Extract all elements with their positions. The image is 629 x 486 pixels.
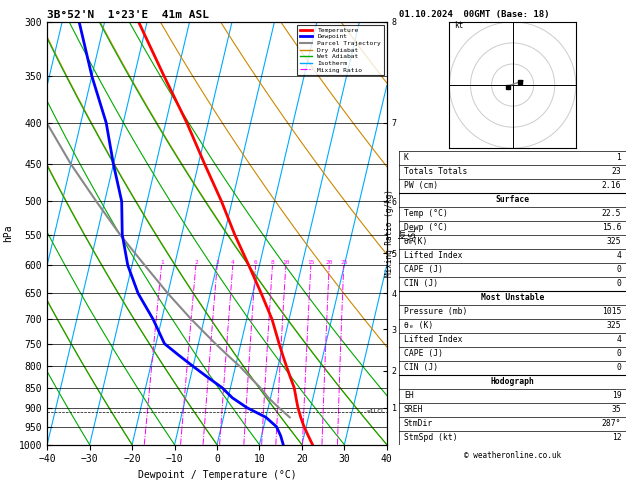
Text: K: K [404, 153, 409, 162]
Text: 2: 2 [194, 260, 198, 265]
Text: 325: 325 [607, 321, 621, 330]
Text: 3: 3 [216, 260, 220, 265]
Text: Hodograph: Hodograph [491, 377, 535, 386]
Text: 4: 4 [231, 260, 235, 265]
Text: Most Unstable: Most Unstable [481, 293, 544, 302]
Text: 35: 35 [611, 405, 621, 414]
Text: PW (cm): PW (cm) [404, 181, 438, 190]
Text: CAPE (J): CAPE (J) [404, 349, 443, 358]
Y-axis label: hPa: hPa [3, 225, 13, 242]
Text: 8: 8 [270, 260, 274, 265]
Text: Totals Totals: Totals Totals [404, 167, 467, 176]
Y-axis label: km
ASL: km ASL [398, 226, 418, 241]
Text: Lifted Index: Lifted Index [404, 251, 462, 260]
Text: Dewp (°C): Dewp (°C) [404, 223, 448, 232]
Text: θₑ (K): θₑ (K) [404, 321, 433, 330]
Text: CAPE (J): CAPE (J) [404, 265, 443, 274]
Text: 6: 6 [254, 260, 258, 265]
Text: 20: 20 [326, 260, 333, 265]
Text: 3B°52'N  1°23'E  41m ASL: 3B°52'N 1°23'E 41m ASL [47, 10, 209, 20]
Text: EH: EH [404, 391, 414, 400]
Text: 0: 0 [616, 265, 621, 274]
Text: 12: 12 [611, 433, 621, 442]
Text: 1015: 1015 [602, 307, 621, 316]
Text: Lifted Index: Lifted Index [404, 335, 462, 344]
Text: 1: 1 [160, 260, 164, 265]
Legend: Temperature, Dewpoint, Parcel Trajectory, Dry Adiabat, Wet Adiabat, Isotherm, Mi: Temperature, Dewpoint, Parcel Trajectory… [298, 25, 384, 75]
Text: 25: 25 [340, 260, 348, 265]
Text: Mixing Ratio (g/kg): Mixing Ratio (g/kg) [386, 190, 394, 277]
X-axis label: Dewpoint / Temperature (°C): Dewpoint / Temperature (°C) [138, 470, 296, 480]
Text: 0: 0 [616, 349, 621, 358]
Text: StmDir: StmDir [404, 419, 433, 428]
Text: 15: 15 [307, 260, 314, 265]
Text: 22.5: 22.5 [602, 209, 621, 218]
Text: =1LCL: =1LCL [367, 409, 386, 414]
Text: 1: 1 [616, 153, 621, 162]
Text: StmSpd (kt): StmSpd (kt) [404, 433, 457, 442]
Text: 0: 0 [616, 363, 621, 372]
Text: 4: 4 [616, 335, 621, 344]
Text: Surface: Surface [496, 195, 530, 204]
Text: CIN (J): CIN (J) [404, 363, 438, 372]
Text: kt: kt [454, 21, 463, 30]
Text: 10: 10 [282, 260, 290, 265]
Text: 0: 0 [616, 279, 621, 288]
Text: θₑ(K): θₑ(K) [404, 237, 428, 246]
Text: 325: 325 [607, 237, 621, 246]
Text: 19: 19 [611, 391, 621, 400]
Text: CIN (J): CIN (J) [404, 279, 438, 288]
Text: 01.10.2024  00GMT (Base: 18): 01.10.2024 00GMT (Base: 18) [399, 10, 550, 19]
Text: 287°: 287° [602, 419, 621, 428]
Text: SREH: SREH [404, 405, 423, 414]
Text: Temp (°C): Temp (°C) [404, 209, 448, 218]
Text: 15.6: 15.6 [602, 223, 621, 232]
Text: © weatheronline.co.uk: © weatheronline.co.uk [464, 451, 561, 460]
Text: Pressure (mb): Pressure (mb) [404, 307, 467, 316]
Text: 4: 4 [616, 251, 621, 260]
Text: 2.16: 2.16 [602, 181, 621, 190]
Text: 23: 23 [611, 167, 621, 176]
